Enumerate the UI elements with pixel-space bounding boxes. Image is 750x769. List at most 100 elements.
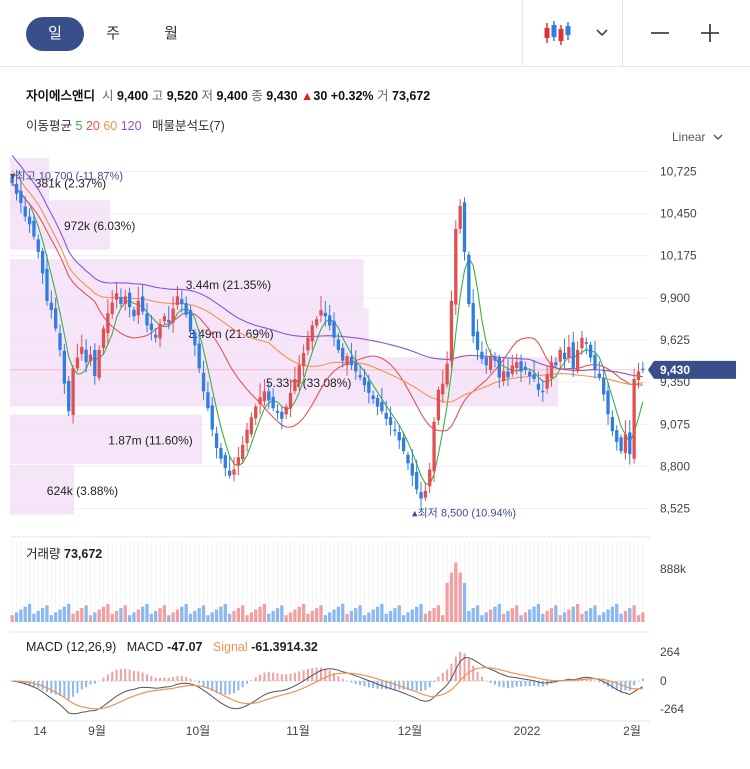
macd-histogram-bar	[85, 681, 88, 688]
volume-bar	[575, 603, 580, 622]
candle-body	[14, 183, 19, 194]
volume-bar	[475, 605, 480, 622]
candle-body	[127, 292, 132, 308]
macd-histogram-bar	[620, 681, 623, 692]
zoom-in-icon[interactable]	[690, 14, 730, 52]
macd-histogram-bar	[602, 681, 605, 685]
ma-60: 60	[103, 119, 118, 133]
volume-bar	[632, 605, 636, 622]
price-tick-label: 9,075	[660, 417, 690, 431]
volume-bar	[306, 613, 310, 622]
volume-bar	[254, 609, 258, 622]
macd-histogram-bar	[628, 681, 631, 691]
macd-histogram-bar	[59, 681, 62, 696]
toolbar-divider	[622, 0, 623, 66]
candle-body	[254, 406, 258, 419]
tab-daily[interactable]: 일	[26, 17, 84, 51]
macd-histogram-bar	[80, 681, 83, 690]
volume-bar	[345, 613, 349, 622]
candlestick-chart-icon[interactable]	[537, 14, 577, 52]
period-toolbar: 일 주 월	[0, 0, 750, 67]
candle-body	[562, 352, 567, 360]
volume-bar	[480, 615, 484, 622]
macd-histogram-bar	[289, 673, 292, 681]
candle-body	[19, 190, 23, 203]
current-price-label: 9,430	[660, 363, 690, 377]
macd-histogram-bar	[489, 681, 492, 683]
volume-bar	[484, 612, 488, 622]
candle-body	[267, 391, 271, 401]
candle-body	[602, 377, 606, 395]
volume-bar	[623, 610, 628, 622]
candle-body	[101, 328, 106, 349]
candle-body	[45, 268, 49, 301]
volume-bar	[397, 605, 401, 622]
candle-body	[393, 429, 397, 432]
macd-tick-label: -264	[660, 702, 684, 716]
macd-line	[12, 657, 644, 715]
candle-body	[119, 296, 123, 304]
candle-body	[462, 202, 467, 252]
candle-body	[436, 389, 441, 421]
price-tick-label: 10,725	[660, 164, 697, 178]
price-tick-label: 9,900	[660, 291, 690, 305]
chevron-down-icon[interactable]	[582, 14, 622, 52]
macd-histogram-bar	[406, 681, 409, 690]
macd-histogram-bar	[272, 672, 275, 681]
volume-bar	[384, 613, 388, 622]
zoom-out-icon[interactable]	[640, 14, 680, 52]
volume-profile-bar	[10, 414, 203, 465]
candle-body	[10, 176, 14, 183]
candle-body	[597, 373, 601, 378]
x-tick-label: 12월	[398, 724, 422, 738]
current-price-tag	[648, 360, 736, 379]
volume-bar	[80, 608, 84, 622]
volume-bar	[393, 608, 397, 622]
macd-histogram-bar	[241, 681, 244, 688]
macd-histogram-bar	[354, 681, 357, 684]
candle-body	[171, 308, 175, 323]
candle-body	[445, 363, 449, 385]
candle-body	[628, 432, 632, 455]
open-label: 시	[101, 89, 114, 103]
macd-histogram-bar	[115, 669, 118, 681]
volume-bar	[349, 610, 354, 622]
candle-body	[593, 354, 597, 370]
volume-panel-value: 73,672	[64, 547, 103, 561]
candle-body	[132, 309, 136, 317]
candle-body	[314, 319, 319, 326]
candle-body	[584, 342, 588, 344]
macd-histogram-bar	[89, 681, 92, 685]
signal-series-name: Signal	[212, 640, 248, 654]
volume-bar	[488, 609, 493, 622]
volume-bar	[432, 608, 436, 622]
macd-histogram-bar	[306, 669, 309, 681]
volume-bar	[445, 582, 449, 622]
macd-histogram-bar	[333, 673, 336, 681]
volume-bar	[310, 610, 314, 622]
macd-histogram-bar	[424, 681, 427, 691]
open-value: 9,400	[116, 89, 149, 103]
macd-series-name: MACD	[126, 640, 164, 654]
volume-profile-label: 972k (6.03%)	[64, 219, 135, 233]
candle-body	[67, 380, 71, 412]
volume-bar	[602, 612, 606, 622]
candle-body	[241, 444, 245, 460]
candle-body	[375, 398, 380, 407]
close-value: 9,430	[266, 89, 298, 103]
volume-bar	[562, 612, 567, 622]
macd-histogram-bar	[163, 677, 166, 681]
tab-weekly[interactable]: 주	[106, 25, 120, 42]
moving-average-legend[interactable]: 이동평균 5 20 60 120 매물분석도(7)	[26, 115, 225, 134]
volume-bar	[132, 612, 136, 622]
volume-bar	[401, 615, 406, 622]
tab-monthly[interactable]: 월	[164, 25, 178, 42]
candle-body	[306, 337, 310, 351]
volume-bar	[362, 615, 367, 622]
change-value: 30	[313, 89, 328, 103]
scale-mode-select[interactable]: Linear	[672, 130, 723, 144]
volume-bar	[206, 615, 210, 622]
volume-bar	[267, 613, 271, 622]
volume-bar	[127, 615, 132, 622]
